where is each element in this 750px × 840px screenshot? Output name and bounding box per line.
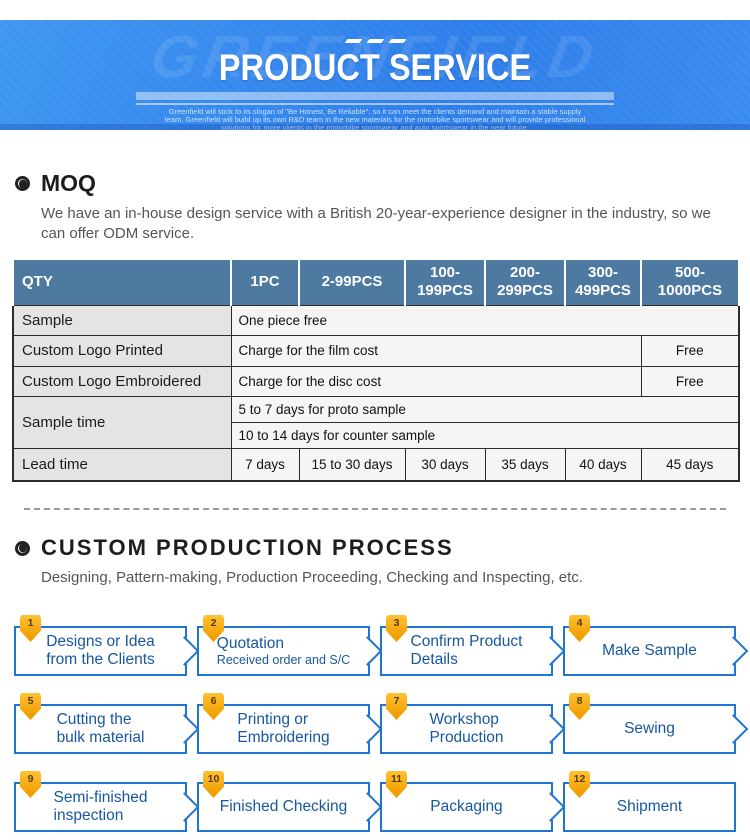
- process-step-8: 8 Sewing: [563, 693, 736, 754]
- process-step-11: 11 Packaging: [380, 771, 553, 832]
- step-box: Finished Checking: [197, 782, 370, 832]
- step-number-badge-icon: 9: [20, 771, 41, 798]
- step-number-badge-icon: 10: [203, 771, 224, 798]
- header-500-1000: 500-1000PCS: [640, 258, 740, 306]
- process-step-2: 2 Quotation Received order and S/C: [197, 615, 370, 676]
- row-label: Custom Logo Printed: [12, 334, 232, 367]
- process-step-12: 12 Shipment: [563, 771, 736, 832]
- row-value: One piece free: [230, 304, 740, 336]
- step-number-badge-icon: 6: [203, 693, 224, 720]
- bullseye-icon: [15, 540, 30, 556]
- step-number-badge-icon: 8: [569, 693, 590, 720]
- row-label: Sample time: [12, 395, 232, 449]
- row-label: Custom Logo Embroidered: [12, 365, 232, 397]
- table-row-sample-time-2: 10 to 14 days for counter sample: [13, 421, 740, 449]
- moq-section: MOQ We have an in-house design service w…: [0, 170, 750, 244]
- moq-description: We have an in-house design service with …: [41, 205, 711, 242]
- process-step-9: 9 Semi-finished inspection: [14, 771, 187, 832]
- step-box: Confirm Product Details: [380, 626, 553, 676]
- process-step-7: 7 Workshop Production: [380, 693, 553, 754]
- row-free-cell: Free: [640, 365, 740, 397]
- step-box: Designs or Idea from the Clients: [14, 626, 187, 676]
- header-300-499: 300-499PCS: [564, 258, 642, 306]
- banner: GREENFIELD PRODUCT SERVICE Greenfield wi…: [0, 20, 750, 130]
- process-heading-row: CUSTOM PRODUCTION PROCESS: [15, 535, 750, 561]
- dashes-decoration-icon: [0, 39, 750, 43]
- row-value: 10 to 14 days for counter sample: [230, 421, 740, 449]
- row-value: Charge for the film cost: [230, 334, 642, 367]
- row-value: 5 to 7 days for proto sample: [230, 395, 740, 423]
- process-step-4: 4 Make Sample: [563, 615, 736, 676]
- table-row-lead-time: Lead time 7 days 15 to 30 days 30 days 3…: [12, 447, 740, 482]
- lead-time-cell: 35 days: [484, 447, 566, 482]
- step-box: Shipment: [563, 782, 736, 832]
- step-number-badge-icon: 5: [20, 693, 41, 720]
- process-subtitle: Designing, Pattern-making, Production Pr…: [41, 569, 583, 586]
- process-step-6: 6 Printing or Embroidering: [197, 693, 370, 754]
- lead-time-cell: 15 to 30 days: [298, 447, 406, 482]
- header-100-199: 100-199PCS: [404, 258, 486, 306]
- step-number-badge-icon: 7: [386, 693, 407, 720]
- process-step-1: 1 Designs or Idea from the Clients: [14, 615, 187, 676]
- table-row-sample-time-1: Sample time 5 to 7 days for proto sample: [12, 395, 740, 449]
- step-number-badge-icon: 4: [569, 615, 590, 642]
- step-number-badge-icon: 3: [386, 615, 407, 642]
- step-box: Packaging: [380, 782, 553, 832]
- step-box: Sewing: [563, 704, 736, 754]
- process-step-5: 5 Cutting the bulk material: [14, 693, 187, 754]
- title-underline-thin: [136, 103, 614, 105]
- header-2-99: 2-99PCS: [298, 258, 406, 306]
- row-label: Sample: [12, 304, 232, 336]
- lead-time-cell: 30 days: [404, 447, 486, 482]
- header-200-299: 200-299PCS: [484, 258, 566, 306]
- moq-heading: MOQ: [41, 170, 96, 196]
- step-number-badge-icon: 11: [386, 771, 407, 798]
- step-box: Cutting the bulk material: [14, 704, 187, 754]
- table-header-row: QTY 1PC 2-99PCS 100-199PCS 200-299PCS 30…: [12, 258, 740, 306]
- lead-time-cell: 45 days: [640, 447, 740, 482]
- step-box: Make Sample: [563, 626, 736, 676]
- moq-table: QTY 1PC 2-99PCS 100-199PCS 200-299PCS 30…: [12, 258, 740, 482]
- process-grid: 1 Designs or Idea from the Clients 2 Quot…: [14, 615, 736, 832]
- step-box: Quotation Received order and S/C: [197, 626, 370, 676]
- row-free-cell: Free: [640, 334, 740, 367]
- process-heading: CUSTOM PRODUCTION PROCESS: [41, 535, 454, 560]
- header-qty: QTY: [12, 258, 232, 306]
- bullseye-icon: [15, 176, 30, 191]
- step-box: Workshop Production: [380, 704, 553, 754]
- table-row-logo-printed: Custom Logo Printed Charge for the film …: [12, 334, 740, 367]
- step-number-badge-icon: 12: [569, 771, 590, 798]
- process-section: CUSTOM PRODUCTION PROCESS Designing, Pat…: [0, 535, 750, 832]
- step-box: Printing or Embroidering: [197, 704, 370, 754]
- banner-description: Greenfield will stick to its slogan of "…: [164, 107, 586, 131]
- banner-title: PRODUCT SERVICE: [218, 47, 532, 88]
- lead-time-cell: 7 days: [230, 447, 300, 482]
- dashed-divider: [24, 508, 726, 510]
- table-row-logo-embroidered: Custom Logo Embroidered Charge for the d…: [12, 365, 740, 397]
- title-underline-bar: [136, 92, 614, 100]
- row-label: Lead time: [12, 447, 232, 482]
- step-box: Semi-finished inspection: [14, 782, 187, 832]
- lead-time-cell: 40 days: [564, 447, 642, 482]
- process-step-3: 3 Confirm Product Details: [380, 615, 553, 676]
- process-step-10: 10 Finished Checking: [197, 771, 370, 832]
- table-row-sample: Sample One piece free: [12, 304, 740, 336]
- step-number-badge-icon: 1: [20, 615, 41, 642]
- step-number-badge-icon: 2: [203, 615, 224, 642]
- row-value: Charge for the disc cost: [230, 365, 642, 397]
- header-1pc: 1PC: [230, 258, 300, 306]
- moq-heading-row: MOQ: [15, 170, 750, 197]
